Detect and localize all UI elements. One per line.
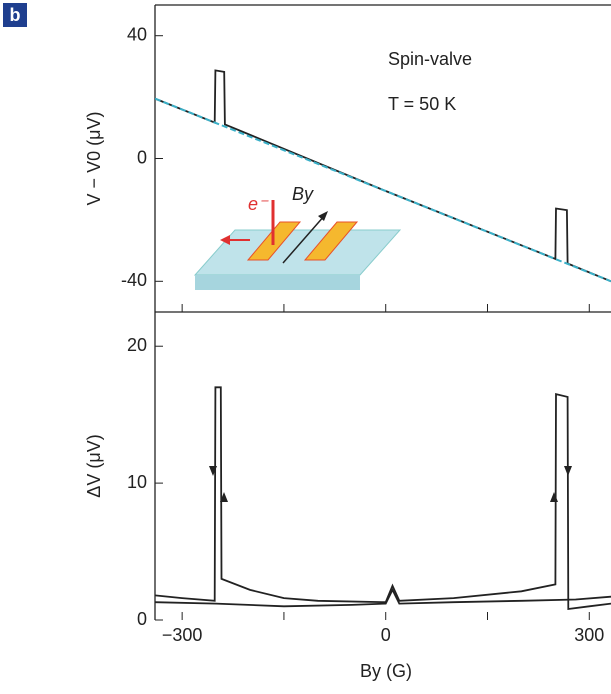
- data-line: [155, 97, 611, 283]
- y-tick-label: 40: [127, 24, 147, 44]
- electrode: [303, 221, 359, 261]
- field-arrow: [282, 214, 326, 264]
- annotation: T = 50 K: [388, 94, 456, 114]
- plot: [155, 69, 611, 283]
- inset: e⁻ By: [193, 184, 402, 290]
- x-tick-label: 300: [574, 625, 604, 645]
- substrate: [193, 229, 402, 276]
- y-tick-label: 0: [137, 147, 147, 167]
- data-line: [155, 587, 611, 608]
- y-axis-label: V − V0 (μV): [84, 112, 104, 206]
- inset-label: By: [292, 184, 314, 204]
- arrow-head: [220, 235, 230, 245]
- x-tick-label: −300: [162, 625, 203, 645]
- data-line: [155, 386, 611, 611]
- y-tick-label: 0: [137, 609, 147, 629]
- plot: [155, 386, 611, 611]
- annotation: Spin-valve: [388, 49, 472, 69]
- y-tick-label: -40: [121, 270, 147, 290]
- inset-label: e⁻: [248, 194, 269, 214]
- y-tick-label: 10: [127, 472, 147, 492]
- arrow-head: [318, 211, 328, 221]
- substrate-side: [195, 275, 360, 290]
- x-tick-label: 0: [381, 625, 391, 645]
- panel-label-box: [3, 3, 27, 27]
- sweep-arrows: [209, 466, 572, 502]
- y-axis-label: ΔV (μV): [84, 434, 104, 497]
- panel-label: b: [10, 5, 21, 25]
- y-tick-label: 20: [127, 335, 147, 355]
- x-axis-label: By (G): [360, 661, 412, 681]
